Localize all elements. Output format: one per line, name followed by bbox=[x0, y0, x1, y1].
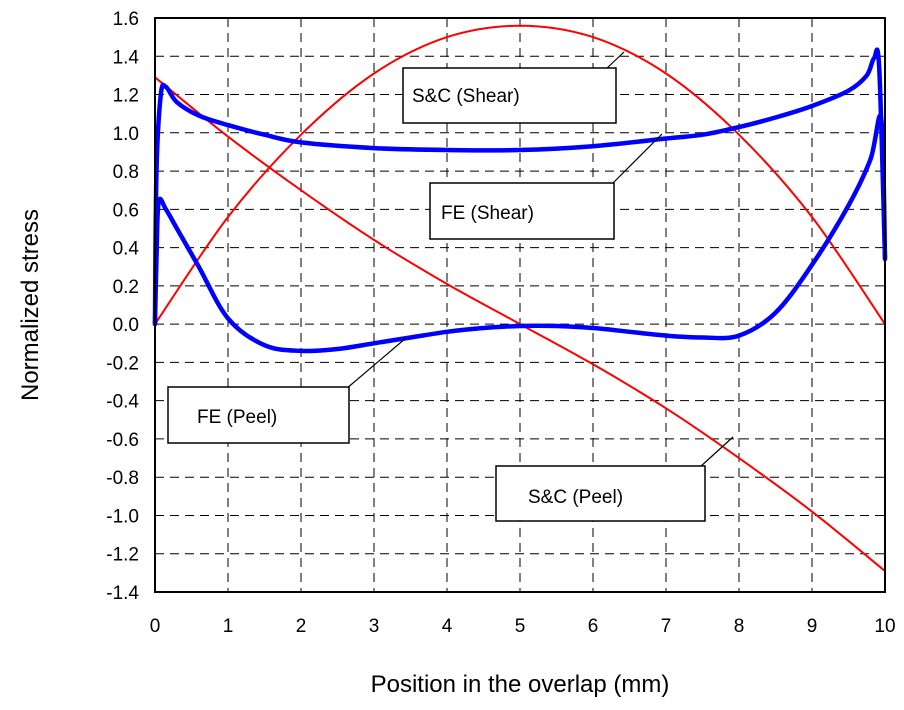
annotation-fe-peel: FE (Peel) bbox=[167, 337, 407, 444]
y-tick-label: 1.0 bbox=[113, 124, 139, 145]
series-layer bbox=[152, 24, 888, 572]
annotation-leader-line bbox=[604, 51, 625, 71]
series-line-fe-peel bbox=[152, 113, 888, 354]
y-tick-label: -1.4 bbox=[106, 583, 139, 604]
annotation-sandc-peel: S&C (Peel) bbox=[495, 436, 734, 522]
y-tick-label: 0.6 bbox=[113, 200, 139, 221]
annotation-leader-line bbox=[610, 133, 663, 186]
y-tick-label: 0.2 bbox=[113, 277, 139, 298]
annotation-fe-shear: FE (Shear) bbox=[429, 133, 663, 240]
y-tick-label: 1.4 bbox=[113, 47, 140, 68]
annotation-leader-line bbox=[345, 337, 407, 390]
annotation-label: S&C (Peel) bbox=[528, 487, 623, 508]
x-tick-label: 6 bbox=[588, 616, 599, 637]
annotation-sandc-shear: S&C (Shear) bbox=[402, 51, 625, 124]
x-tick-label: 10 bbox=[874, 616, 895, 637]
x-tick-label: 2 bbox=[296, 616, 307, 637]
x-tick-label: 4 bbox=[442, 616, 453, 637]
annotation-box bbox=[429, 182, 615, 240]
annotation-box bbox=[495, 465, 706, 522]
annotation-layer: S&C (Shear) FE (Shear) FE (Peel) S&C (Peel) bbox=[167, 51, 734, 522]
y-tick-label: -0.8 bbox=[106, 468, 139, 489]
annotation-box bbox=[402, 67, 617, 124]
y-tick-label: -0.2 bbox=[106, 353, 139, 374]
annotation-label: S&C (Shear) bbox=[412, 86, 520, 107]
x-tick-label: 1 bbox=[223, 616, 234, 637]
y-tick-label: 1.2 bbox=[113, 86, 139, 107]
x-tick-label: 0 bbox=[150, 616, 161, 637]
annotation-label: FE (Shear) bbox=[441, 203, 534, 224]
y-tick-label: -0.6 bbox=[106, 430, 139, 451]
x-tick-label: 7 bbox=[661, 616, 672, 637]
series-line-sandc-shear bbox=[154, 24, 886, 326]
y-tick-label: -1.0 bbox=[106, 506, 139, 527]
y-axis-title: Normalized stress bbox=[17, 209, 44, 401]
x-axis-title: Position in the overlap (mm) bbox=[371, 671, 670, 698]
y-tick-label: 0.8 bbox=[113, 162, 139, 183]
x-tick-label: 8 bbox=[734, 616, 745, 637]
ticks-layer: 0 1 2 3 4 5 6 7 8 9 10 1.6 1.4 1.2 1.0 0.8 0.6 0.4 0.2 0.0 -… bbox=[106, 9, 895, 637]
series-line-fe-shear bbox=[152, 47, 888, 327]
y-tick-label: 1.6 bbox=[113, 9, 139, 30]
plot-frame bbox=[154, 17, 886, 593]
y-tick-label: -1.2 bbox=[106, 545, 139, 566]
annotation-label: FE (Peel) bbox=[197, 407, 277, 428]
x-tick-label: 3 bbox=[369, 616, 380, 637]
annotation-box bbox=[167, 386, 350, 444]
y-tick-label: 0.4 bbox=[113, 239, 140, 260]
x-tick-label: 5 bbox=[515, 616, 526, 637]
annotation-leader-line bbox=[699, 436, 734, 468]
y-tick-label: -0.4 bbox=[106, 392, 139, 413]
x-tick-label: 9 bbox=[807, 616, 818, 637]
y-tick-label: 0.0 bbox=[113, 315, 139, 336]
